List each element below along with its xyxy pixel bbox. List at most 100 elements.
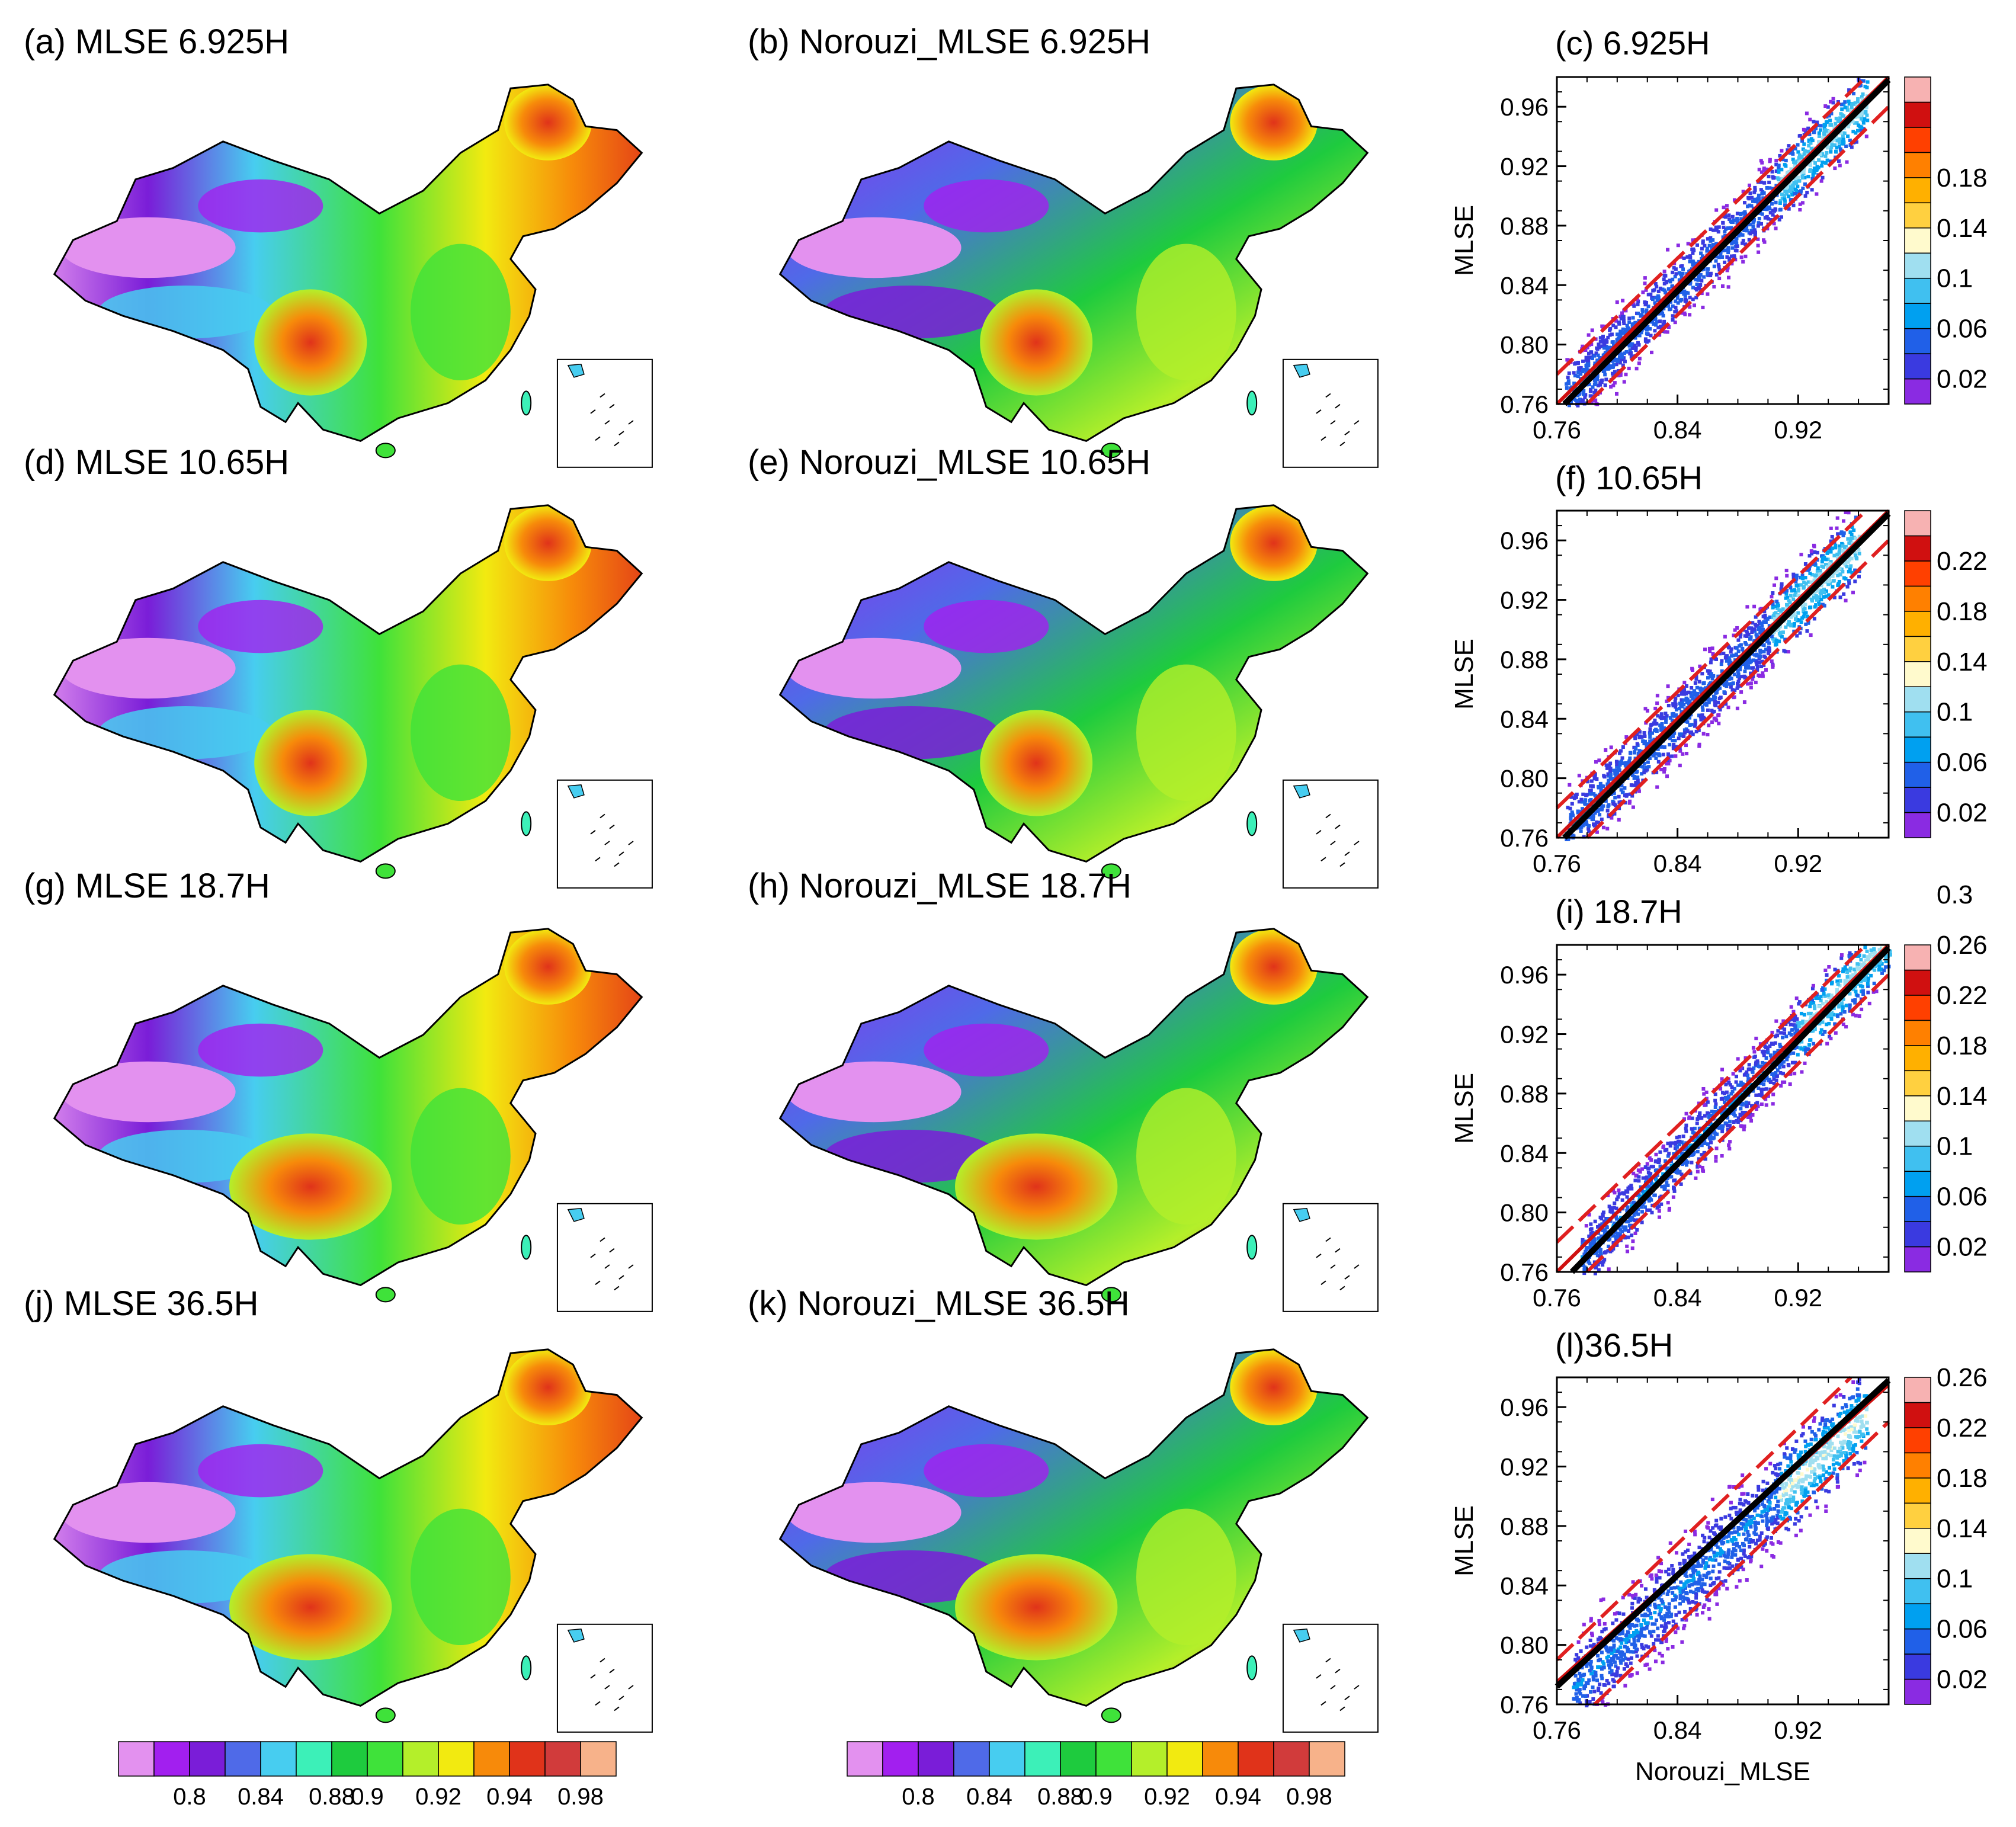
density-colorbar-swatch [1904,1603,1931,1630]
density-colorbar-swatch [1904,1070,1931,1097]
map-colorbar-swatch [260,1741,297,1777]
y-tick-label: 0.76 [1500,1691,1549,1719]
density-colorbar-tick: 0.18 [1937,1031,1988,1060]
density-colorbar-swatch [1904,611,1931,637]
y-axis-label: MLSE [1450,639,1479,710]
south-china-sea-inset [556,1203,653,1312]
density-colorbar-tick: 0.06 [1937,315,1988,344]
x-tick-label: 0.84 [1653,416,1702,444]
map-colorbar-swatch [473,1741,510,1777]
scatter-panel-1: (f) 10.65H 0.76 0.80 0.84 0.88 0.92 0.96 0.76 0.… [1450,459,1988,877]
density-colorbar-swatch [1904,736,1931,763]
map-colorbar-right: 0.8 0.84 0.880.9 0.92 0.94 0.98 [847,1741,1345,1810]
map-colorbar-swatch [296,1741,332,1777]
density-colorbar-swatch [1904,177,1931,204]
map-colorbar-swatch [1095,1741,1132,1777]
south-china-sea-inset [556,779,653,889]
density-colorbar-tick: 0.22 [1937,1413,1988,1443]
density-colorbar-swatch [1904,378,1931,405]
taiwan-island [1246,390,1258,416]
density-colorbar: 0.02 0.06 0.1 0.14 0.18 0.22 0.26 0.3 [1904,880,1988,1273]
taiwan-island [521,811,532,836]
hainan-island [1101,863,1121,879]
density-colorbar-swatch [1904,969,1931,996]
map-panel-b: (b) Norouzi_MLSE 6.925H [748,23,1379,468]
map-colorbar-tick: 0.92 [1144,1784,1190,1810]
china-outline [778,504,1369,863]
map-colorbar-tick: 0.98 [557,1784,604,1810]
density-colorbar-tick: 0.26 [1937,1363,1988,1392]
map-colorbar-swatch [918,1741,954,1777]
taiwan-island [1246,1235,1258,1260]
density-colorbar-swatch [1904,101,1931,128]
density-colorbar-swatch [1904,1020,1931,1046]
map-title: (g) MLSE 18.7H [24,867,270,905]
south-china-sea-inset [556,358,653,468]
density-colorbar-swatch [1904,1578,1931,1604]
density-colorbar-swatch [1904,277,1931,304]
x-tick-label: 0.76 [1533,1716,1581,1744]
y-tick-label: 0.80 [1500,331,1549,359]
map-colorbar-swatch [1024,1741,1061,1777]
hainan-island [1101,1707,1121,1723]
y-tick-label: 0.76 [1500,390,1549,418]
map-panel-h: (h) Norouzi_MLSE 18.7H [748,867,1379,1312]
hainan-island [1101,443,1121,459]
china-outline [778,84,1369,443]
y-tick-label: 0.88 [1500,1512,1549,1540]
y-tick-label: 0.96 [1500,1393,1549,1421]
scatter-title: (i) 18.7H [1555,893,1682,930]
south-china-sea-inset [1282,1623,1379,1733]
scatter-title: (l)36.5H [1555,1326,1673,1364]
density-colorbar-swatch [1904,560,1931,587]
density-colorbar: 0.02 0.06 0.1 0.14 0.18 [1904,76,1988,405]
density-colorbar-swatch [1904,1653,1931,1680]
density-colorbar-swatch [1904,1402,1931,1428]
map-title: (j) MLSE 36.5H [24,1284,258,1323]
x-tick-label: 0.76 [1533,850,1581,877]
y-tick-label: 0.84 [1500,271,1549,299]
density-colorbar-swatch [1904,686,1931,713]
map-panel-d: (d) MLSE 10.65H [24,443,653,889]
y-tick-label: 0.80 [1500,1632,1549,1659]
china-outline [53,928,643,1287]
hainan-island [1101,1287,1121,1303]
density-colorbar-swatch [1904,76,1931,103]
density-colorbar-swatch [1904,812,1931,838]
density-colorbar-tick: 0.1 [1937,1132,1973,1161]
map-colorbar-swatch [1060,1741,1097,1777]
x-tick-label: 0.84 [1653,1716,1702,1744]
china-outline [778,928,1369,1287]
taiwan-island [521,1235,532,1260]
density-colorbar-swatch [1904,1045,1931,1072]
map-colorbar-swatch [989,1741,1025,1777]
line-upper-bound [1555,943,1867,1243]
x-tick-label: 0.76 [1533,1284,1581,1312]
map-colorbar-swatch [331,1741,368,1777]
y-axis-label: MLSE [1450,1505,1479,1576]
density-colorbar-tick: 0.14 [1937,648,1988,677]
line-fit [1562,78,1891,406]
map-colorbar-swatch [118,1741,155,1777]
taiwan-island [521,390,532,416]
line-lower-bound [1593,1421,1890,1706]
density-colorbar-tick: 0.14 [1937,1514,1988,1543]
map-panel-a: (a) MLSE 6.925H [24,23,653,468]
density-colorbar-swatch [1904,1195,1931,1222]
density-colorbar-swatch [1904,1120,1931,1147]
density-colorbar-tick: 0.22 [1937,981,1988,1010]
density-colorbar-tick: 0.02 [1937,1233,1988,1262]
density-colorbar-swatch [1904,152,1931,178]
y-tick-label: 0.96 [1500,527,1549,554]
density-colorbar: 0.02 0.06 0.1 0.14 0.18 0.22 [1904,510,1988,838]
south-china-sea-inset [1282,1203,1379,1312]
density-colorbar-swatch [1904,1145,1931,1172]
density-colorbar-swatch [1904,127,1931,153]
map-panel-e: (e) Norouzi_MLSE 10.65H [748,443,1379,889]
density-colorbar-swatch [1904,353,1931,380]
map-colorbar-tick: 0.8 [173,1784,206,1810]
density-colorbar-swatch [1904,227,1931,254]
density-colorbar-tick: 0.06 [1937,1615,1988,1644]
density-colorbar-swatch [1904,1528,1931,1554]
map-colorbar-swatch [367,1741,403,1777]
